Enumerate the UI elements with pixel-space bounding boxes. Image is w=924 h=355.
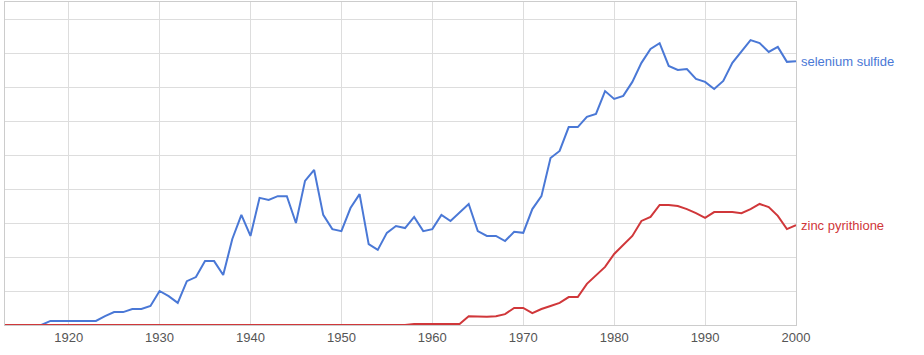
svg-text:2000: 2000 [782, 330, 811, 345]
svg-text:1980: 1980 [600, 330, 629, 345]
svg-text:1950: 1950 [327, 330, 356, 345]
svg-text:selenium sulfide: selenium sulfide [801, 54, 894, 69]
svg-text:1940: 1940 [236, 330, 265, 345]
svg-text:zinc pyrithione: zinc pyrithione [801, 218, 884, 233]
svg-text:1930: 1930 [145, 330, 174, 345]
svg-text:1990: 1990 [691, 330, 720, 345]
svg-text:1970: 1970 [509, 330, 538, 345]
svg-text:1920: 1920 [54, 330, 83, 345]
svg-text:1960: 1960 [418, 330, 447, 345]
